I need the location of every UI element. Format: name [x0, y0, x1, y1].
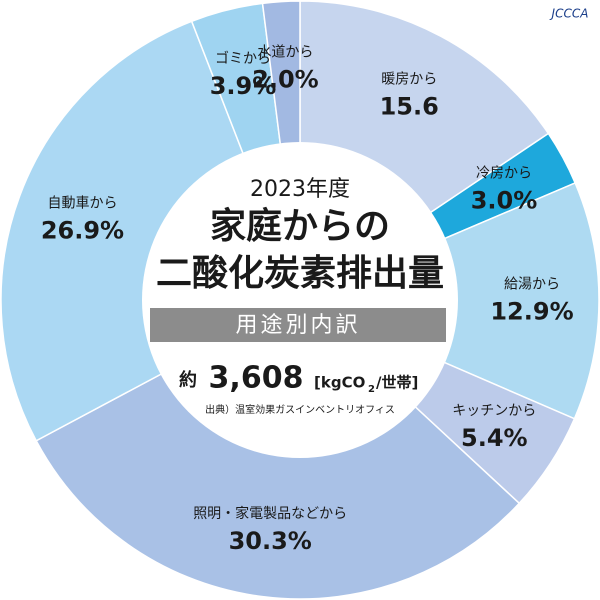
logo: JCCCA	[550, 7, 589, 21]
value-label: 5.4%	[461, 424, 528, 452]
value-label: 3.9%	[210, 72, 277, 100]
value-label: 12.9%	[490, 298, 573, 326]
value-label: 30.3%	[229, 527, 312, 555]
value-label: 2.0%	[252, 65, 319, 93]
slice-label: 暖房から	[381, 71, 437, 87]
title-line: 家庭からの	[210, 206, 390, 247]
unit: [kgCO	[314, 374, 365, 392]
donut-hole	[142, 142, 458, 458]
unit-sub: 2	[368, 384, 375, 395]
value-label: 26.9%	[41, 216, 124, 244]
slice-label: 給湯から	[504, 276, 560, 293]
total: 3,608	[209, 361, 304, 396]
title-line: 二酸化炭素排出量	[156, 253, 444, 294]
slice-label: 照明・家電製品などから	[193, 505, 347, 522]
source: 出典）温室効果ガスインベントリオフィス	[205, 403, 395, 416]
unit: /世帯]	[376, 374, 418, 392]
slice-label: 自動車から	[47, 194, 117, 211]
chart-title: 2023年度	[250, 177, 350, 202]
total-prefix: 約	[179, 369, 197, 391]
slice-label: キッチンから	[452, 403, 536, 419]
value-label: 15.6	[380, 92, 439, 120]
slice-label: 水道から	[257, 44, 313, 60]
subtitle-band	[150, 308, 446, 342]
slice-label: ゴミから	[215, 50, 271, 67]
value-label: 3.0%	[471, 187, 538, 215]
subtitle: 用途別内訳	[235, 313, 360, 338]
slice-label: 冷房から	[476, 166, 532, 182]
